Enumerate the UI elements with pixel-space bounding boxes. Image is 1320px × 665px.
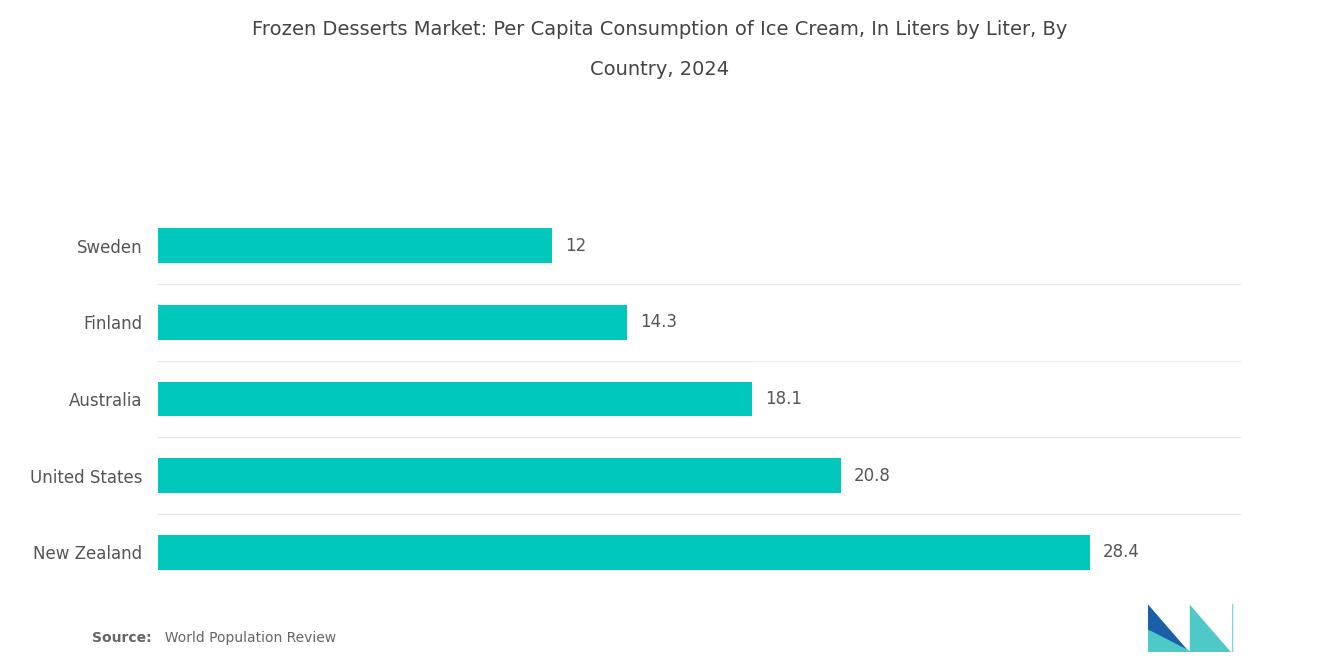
Bar (158, 535, 1090, 570)
Bar (158, 228, 552, 263)
Polygon shape (1191, 604, 1232, 652)
Text: 12: 12 (565, 237, 586, 255)
Text: World Population Review: World Population Review (156, 631, 335, 645)
Bar (158, 305, 627, 340)
Text: Country, 2024: Country, 2024 (590, 60, 730, 79)
Text: Frozen Desserts Market: Per Capita Consumption of Ice Cream, In Liters by Liter,: Frozen Desserts Market: Per Capita Consu… (252, 20, 1068, 39)
Polygon shape (1191, 604, 1232, 652)
Text: 14.3: 14.3 (640, 313, 677, 331)
Polygon shape (1148, 604, 1191, 652)
Text: 18.1: 18.1 (766, 390, 803, 408)
Bar (158, 382, 752, 416)
Text: Source:: Source: (92, 631, 152, 645)
Bar (158, 458, 841, 493)
Polygon shape (1148, 630, 1191, 652)
Polygon shape (1148, 604, 1191, 652)
Text: 28.4: 28.4 (1104, 543, 1140, 561)
Text: 20.8: 20.8 (854, 467, 891, 485)
